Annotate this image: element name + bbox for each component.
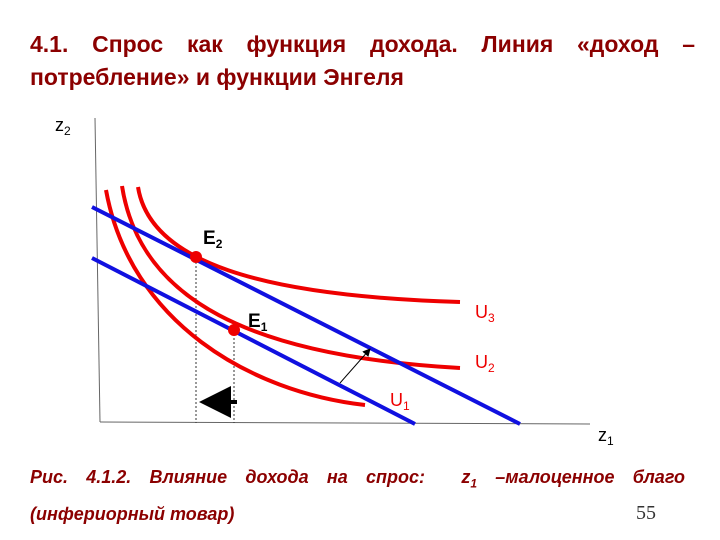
indifference-curve xyxy=(136,186,461,304)
page-number: 55 xyxy=(636,502,656,524)
equilibrium-point xyxy=(190,251,202,263)
point-label: E1 xyxy=(248,311,268,334)
y-axis xyxy=(94,117,101,423)
y-axis-label: z2 xyxy=(55,115,71,138)
curve-label: U1 xyxy=(390,390,410,413)
caption-rest: –малоценное благо (инфериорный товар) xyxy=(30,467,685,524)
slide-title: 4.1. Спрос как функция дохода. Линия «до… xyxy=(30,31,695,90)
caption: Рис. 4.1.2. Влияние дохода на спрос: z1 … xyxy=(30,462,685,529)
caption-var: z xyxy=(461,467,471,487)
curve-label: U2 xyxy=(475,352,495,375)
x-axis-label: z1 xyxy=(598,425,614,448)
caption-lead: Рис. 4.1.2. Влияние дохода на спрос: xyxy=(30,467,425,487)
indifference-curve xyxy=(120,185,461,370)
curve-label: U3 xyxy=(475,302,495,325)
equilibrium-point xyxy=(228,324,240,336)
caption-sub: 1 xyxy=(470,476,478,491)
budget-line xyxy=(91,205,521,426)
budget-line xyxy=(91,256,416,426)
indifference-curve xyxy=(104,189,366,407)
point-label: E2 xyxy=(203,228,223,251)
shift-arrow xyxy=(339,348,371,384)
x-axis xyxy=(99,421,591,425)
